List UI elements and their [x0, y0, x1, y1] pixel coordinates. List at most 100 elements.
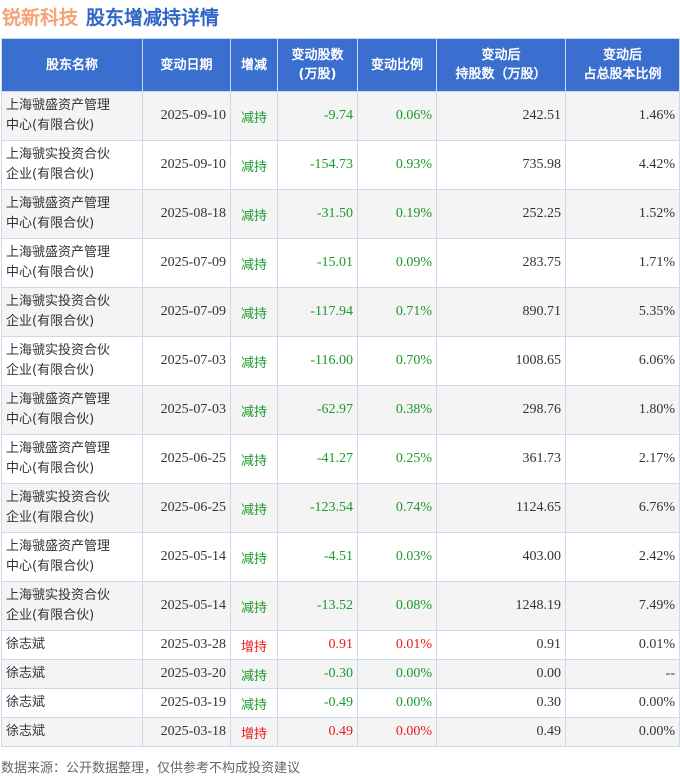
- direction: 减持: [230, 659, 278, 689]
- after-ratio: 6.06%: [565, 336, 680, 386]
- col-change-shares: 变动股数 (万股): [277, 38, 358, 92]
- change-date: 2025-09-10: [142, 91, 231, 141]
- after-ratio: 4.42%: [565, 140, 680, 190]
- after-shares: 1248.19: [436, 581, 566, 631]
- table-row: 上海虢盛资产管理 中心(有限合伙) 2025-07-03 减持 -62.97 0.38% 2…: [1, 385, 680, 435]
- shareholder-name: 上海虢实投资合伙 企业(有限合伙): [1, 581, 143, 631]
- after-shares: 1124.65: [436, 483, 566, 533]
- direction: 减持: [230, 287, 278, 337]
- table-row: 上海虢盛资产管理 中心(有限合伙) 2025-05-14 减持 -4.51 0.03% 40…: [1, 532, 680, 582]
- col-shareholder: 股东名称: [1, 38, 143, 92]
- change-date: 2025-06-25: [142, 434, 231, 484]
- after-shares: 890.71: [436, 287, 566, 337]
- change-date: 2025-03-28: [142, 630, 231, 660]
- table-row: 上海虢盛资产管理 中心(有限合伙) 2025-07-09 减持 -15.01 0.09% 2…: [1, 238, 680, 288]
- after-shares: 361.73: [436, 434, 566, 484]
- shareholder-name: 上海虢盛资产管理 中心(有限合伙): [1, 434, 143, 484]
- change-shares: -41.27: [277, 434, 358, 484]
- shareholder-name: 上海虢实投资合伙 企业(有限合伙): [1, 336, 143, 386]
- change-shares: -0.30: [277, 659, 358, 689]
- after-ratio: 1.80%: [565, 385, 680, 435]
- change-ratio: 0.00%: [357, 717, 437, 747]
- after-ratio: 2.17%: [565, 434, 680, 484]
- direction: 增持: [230, 630, 278, 660]
- after-ratio: 0.00%: [565, 688, 680, 718]
- after-ratio: 0.01%: [565, 630, 680, 660]
- shareholder-name: 上海虢盛资产管理 中心(有限合伙): [1, 91, 143, 141]
- direction: 增持: [230, 717, 278, 747]
- table-row: 上海虢实投资合伙 企业(有限合伙) 2025-07-09 减持 -117.94 0.71%…: [1, 287, 680, 337]
- change-shares: -9.74: [277, 91, 358, 141]
- shareholder-name: 上海虢盛资产管理 中心(有限合伙): [1, 238, 143, 288]
- shareholder-name: 上海虢实投资合伙 企业(有限合伙): [1, 140, 143, 190]
- after-ratio: 1.52%: [565, 189, 680, 239]
- direction: 减持: [230, 688, 278, 718]
- after-shares: 0.30: [436, 688, 566, 718]
- change-date: 2025-05-14: [142, 532, 231, 582]
- holding-change-table: 股东名称 变动日期 增减 变动股数 (万股) 变动比例 变动后 持股数（万股） 变动后 占总股本比…: [1, 38, 680, 747]
- change-ratio: 0.38%: [357, 385, 437, 435]
- change-date: 2025-07-09: [142, 287, 231, 337]
- shareholder-name: 徐志斌: [1, 659, 143, 689]
- table-row: 上海虢盛资产管理 中心(有限合伙) 2025-06-25 减持 -41.27 0.25% 3…: [1, 434, 680, 484]
- table-row: 上海虢盛资产管理 中心(有限合伙) 2025-09-10 减持 -9.74 0.06% 24…: [1, 91, 680, 141]
- change-ratio: 0.06%: [357, 91, 437, 141]
- direction: 减持: [230, 336, 278, 386]
- change-shares: -154.73: [277, 140, 358, 190]
- change-shares: -0.49: [277, 688, 358, 718]
- shareholder-name: 上海虢盛资产管理 中心(有限合伙): [1, 532, 143, 582]
- col-date: 变动日期: [142, 38, 231, 92]
- change-ratio: 0.00%: [357, 659, 437, 689]
- footer-note: 数据来源：公开数据整理，仅供参考不构成投资建议: [1, 761, 301, 776]
- direction: 减持: [230, 140, 278, 190]
- change-shares: -123.54: [277, 483, 358, 533]
- col-change-ratio: 变动比例: [357, 38, 437, 92]
- after-ratio: 2.42%: [565, 532, 680, 582]
- table-row: 上海虢实投资合伙 企业(有限合伙) 2025-05-14 减持 -13.52 0.08% 1…: [1, 581, 680, 631]
- shareholder-name: 上海虢实投资合伙 企业(有限合伙): [1, 287, 143, 337]
- after-shares: 0.49: [436, 717, 566, 747]
- direction: 减持: [230, 581, 278, 631]
- direction: 减持: [230, 385, 278, 435]
- change-date: 2025-07-03: [142, 336, 231, 386]
- table-row: 上海虢盛资产管理 中心(有限合伙) 2025-08-18 减持 -31.50 0.19% 2…: [1, 189, 680, 239]
- change-shares: 0.49: [277, 717, 358, 747]
- change-shares: 0.91: [277, 630, 358, 660]
- change-ratio: 0.19%: [357, 189, 437, 239]
- table-row: 徐志斌 2025-03-19 减持 -0.49 0.00% 0.30 0.00%: [1, 688, 680, 718]
- table-row: 徐志斌 2025-03-20 减持 -0.30 0.00% 0.00 --: [1, 659, 680, 689]
- direction: 减持: [230, 91, 278, 141]
- change-date: 2025-09-10: [142, 140, 231, 190]
- after-ratio: 5.35%: [565, 287, 680, 337]
- direction: 减持: [230, 434, 278, 484]
- shareholder-name: 徐志斌: [1, 688, 143, 718]
- change-ratio: 0.71%: [357, 287, 437, 337]
- change-shares: -117.94: [277, 287, 358, 337]
- after-shares: 0.00: [436, 659, 566, 689]
- change-date: 2025-03-19: [142, 688, 231, 718]
- shareholder-name: 徐志斌: [1, 717, 143, 747]
- change-date: 2025-03-18: [142, 717, 231, 747]
- shareholder-name: 上海虢实投资合伙 企业(有限合伙): [1, 483, 143, 533]
- change-shares: -31.50: [277, 189, 358, 239]
- company-name: 锐新科技: [2, 7, 79, 29]
- change-shares: -15.01: [277, 238, 358, 288]
- change-date: 2025-08-18: [142, 189, 231, 239]
- table-row: 徐志斌 2025-03-28 增持 0.91 0.01% 0.91 0.01%: [1, 630, 680, 660]
- after-shares: 735.98: [436, 140, 566, 190]
- col-after-shares: 变动后 持股数（万股）: [436, 38, 566, 92]
- direction: 减持: [230, 483, 278, 533]
- change-ratio: 0.93%: [357, 140, 437, 190]
- change-date: 2025-05-14: [142, 581, 231, 631]
- after-shares: 283.75: [436, 238, 566, 288]
- after-ratio: 1.46%: [565, 91, 680, 141]
- change-shares: -4.51: [277, 532, 358, 582]
- change-date: 2025-03-20: [142, 659, 231, 689]
- after-ratio: --: [565, 659, 680, 689]
- table-row: 上海虢实投资合伙 企业(有限合伙) 2025-09-10 减持 -154.73 0.93%…: [1, 140, 680, 190]
- change-ratio: 0.08%: [357, 581, 437, 631]
- after-shares: 298.76: [436, 385, 566, 435]
- change-ratio: 0.03%: [357, 532, 437, 582]
- change-date: 2025-06-25: [142, 483, 231, 533]
- page-title: 锐新科技 股东增减持详情: [2, 3, 219, 30]
